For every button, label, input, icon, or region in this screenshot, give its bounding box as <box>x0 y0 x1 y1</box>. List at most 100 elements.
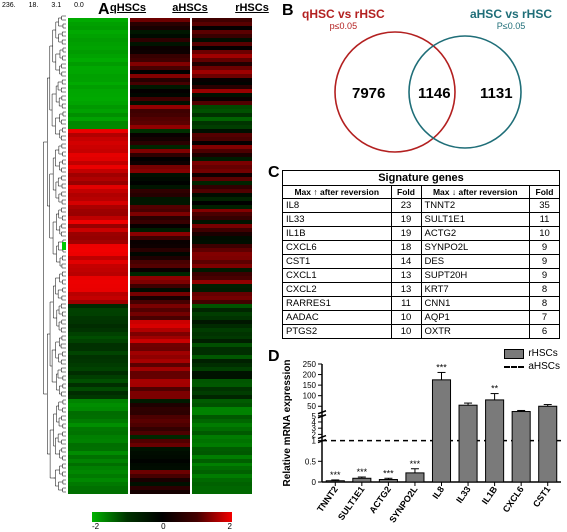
venn-overlap-n: 1146 <box>418 85 451 102</box>
bar-IL33 <box>459 405 477 482</box>
table-up-header: Max ↑ after reversion <box>283 186 392 199</box>
table-row: PTGS210OXTR6 <box>283 325 560 339</box>
svg-text:0.5: 0.5 <box>305 457 317 466</box>
table-row: CST114DES9 <box>283 255 560 269</box>
svg-text:**: ** <box>491 384 499 394</box>
up-gene: PTGS2 <box>283 325 392 339</box>
svg-text:SULT1E1: SULT1E1 <box>336 484 366 522</box>
bar-TNNT2 <box>326 481 344 482</box>
svg-text:IL8: IL8 <box>430 484 446 500</box>
col-qhscs: qHSCs <box>98 2 158 14</box>
svg-text:50: 50 <box>307 402 316 411</box>
up-gene: IL1B <box>283 227 392 241</box>
dscale-0: 236. <box>2 2 16 9</box>
up-gene: AADAC <box>283 311 392 325</box>
down-gene: SUPT20H <box>421 269 530 283</box>
dendrogram <box>4 14 66 494</box>
panel-c: C Signature genes Max ↑ after reversion … <box>282 170 560 339</box>
down-fold: 8 <box>530 283 560 297</box>
signature-genes-table: Signature genes Max ↑ after reversion Fo… <box>282 170 560 339</box>
bar-CST1 <box>539 406 557 482</box>
leg-tick-1: 0 <box>161 522 165 531</box>
venn-left-n: 7976 <box>352 85 385 102</box>
venn-right-n: 1131 <box>480 85 513 102</box>
down-gene: DES <box>421 255 530 269</box>
table-fold1: Fold <box>391 186 421 199</box>
panel-d: D rHSCs aHSCs 00.51234550100150200250Rel… <box>280 350 565 530</box>
heatmap-column-labels: qHSCs aHSCs rHSCs <box>68 2 282 14</box>
table-row: IL3319SULT1E111 <box>283 213 560 227</box>
up-fold: 11 <box>391 297 421 311</box>
table-down-header: Max ↓ after reversion <box>421 186 530 199</box>
bar-ACTG2 <box>379 480 397 482</box>
up-fold: 13 <box>391 269 421 283</box>
down-gene: ACTG2 <box>421 227 530 241</box>
panel-b-label: B <box>282 2 294 20</box>
venn-right-title: aHSC vs rHSC <box>470 7 552 21</box>
up-fold: 13 <box>391 283 421 297</box>
dscale-1: 18. <box>29 2 39 9</box>
up-gene: RARRES1 <box>283 297 392 311</box>
svg-text:***: *** <box>357 467 368 477</box>
heatmap-column <box>192 18 252 494</box>
svg-text:100: 100 <box>303 392 317 401</box>
down-fold: 35 <box>530 199 560 213</box>
svg-text:IL33: IL33 <box>454 484 473 504</box>
panel-b: B qHSC vs rHSC p≤0.05 aHSC vs rHSC P≤0.0… <box>290 5 560 160</box>
svg-text:***: *** <box>436 362 447 372</box>
up-fold: 19 <box>391 227 421 241</box>
up-fold: 10 <box>391 311 421 325</box>
table-row: AADAC10AQP17 <box>283 311 560 325</box>
table-row: IL823TNNT235 <box>283 199 560 213</box>
svg-text:ACTG2: ACTG2 <box>367 484 393 515</box>
down-fold: 10 <box>530 227 560 241</box>
svg-text:TNNT2: TNNT2 <box>315 484 340 513</box>
heatmap <box>68 18 256 494</box>
svg-text:CST1: CST1 <box>531 484 552 509</box>
panel-c-label: C <box>268 164 280 182</box>
table-row: CXCL618SYNPO2L9 <box>283 241 560 255</box>
heatmap-legend: -2 0 2 <box>92 512 232 530</box>
bar-CXCL6 <box>512 412 530 482</box>
table-row: IL1B19ACTG210 <box>283 227 560 241</box>
table-row: RARRES111CNN18 <box>283 297 560 311</box>
down-fold: 11 <box>530 213 560 227</box>
down-fold: 8 <box>530 297 560 311</box>
dscale-2: 3.1 <box>51 2 61 9</box>
svg-text:CXCL6: CXCL6 <box>501 484 526 514</box>
heatmap-column <box>130 18 190 494</box>
down-fold: 7 <box>530 311 560 325</box>
table-row: CXCL213KRT78 <box>283 283 560 297</box>
up-fold: 14 <box>391 255 421 269</box>
table-title: Signature genes <box>283 171 560 186</box>
down-gene: OXTR <box>421 325 530 339</box>
up-gene: IL33 <box>283 213 392 227</box>
svg-text:200: 200 <box>303 371 317 380</box>
heatmap-gradient <box>92 512 232 522</box>
up-gene: IL8 <box>283 199 392 213</box>
col-ahscs: aHSCs <box>160 2 220 14</box>
svg-text:250: 250 <box>303 360 317 369</box>
down-fold: 9 <box>530 241 560 255</box>
leg-tick-0: -2 <box>92 522 99 531</box>
down-fold: 6 <box>530 325 560 339</box>
up-fold: 19 <box>391 213 421 227</box>
up-gene: CXCL6 <box>283 241 392 255</box>
down-fold: 9 <box>530 269 560 283</box>
svg-text:Relative mRNA expression: Relative mRNA expression <box>282 360 293 487</box>
svg-text:IL1B: IL1B <box>480 484 500 506</box>
col-rhscs: rHSCs <box>222 2 282 14</box>
bar-IL1B <box>486 400 504 482</box>
heatmap-legend-ticks: -2 0 2 <box>92 522 232 531</box>
svg-text:***: *** <box>410 459 421 469</box>
svg-text:***: *** <box>383 468 394 478</box>
down-gene: TNNT2 <box>421 199 530 213</box>
down-gene: CNN1 <box>421 297 530 311</box>
down-gene: AQP1 <box>421 311 530 325</box>
table-row: CXCL113SUPT20H9 <box>283 269 560 283</box>
panel-a: A 236. 18. 3.1 0.0 qHSCs aHSCs rHSCs -2 … <box>2 2 262 530</box>
heatmap-column <box>68 18 128 494</box>
up-fold: 10 <box>391 325 421 339</box>
up-gene: CXCL1 <box>283 269 392 283</box>
bar-SULT1E1 <box>353 478 371 482</box>
